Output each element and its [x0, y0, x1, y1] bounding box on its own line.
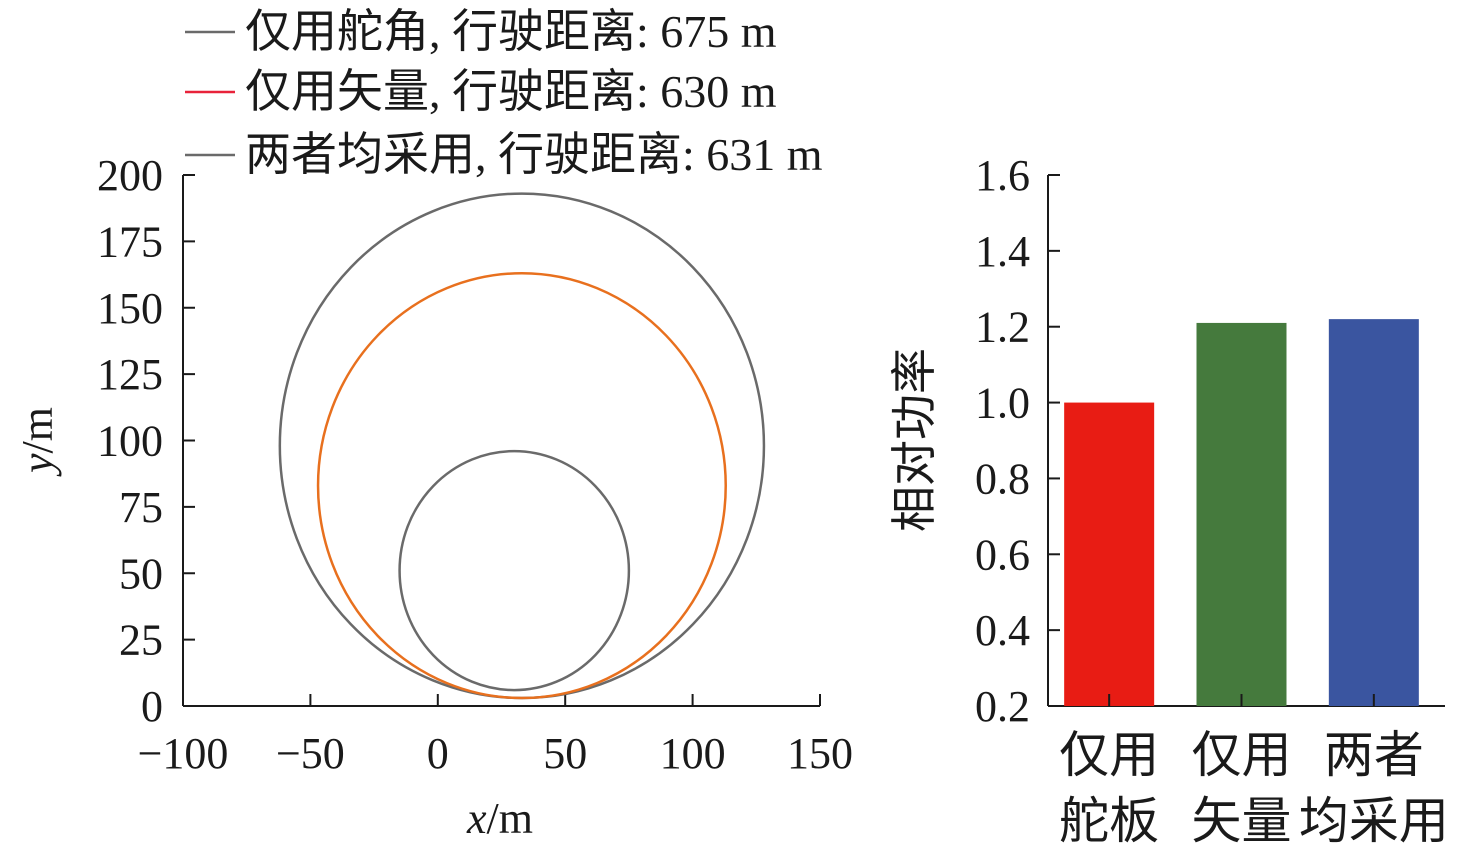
trajectory-y-tick-label: 75 [119, 483, 163, 532]
bar-1 [1064, 402, 1155, 706]
trajectory-y-tick-label: 125 [97, 350, 163, 399]
trajectory-x-ticks: −100 −50 0 50 100 150 [138, 694, 853, 778]
legend: 仅用舵角, 行驶距离: 675 m 仅用矢量, 行驶距离: 630 m 两者均采… [185, 6, 823, 180]
bar-3 [1328, 319, 1419, 706]
trajectory-y-ticks: 0 25 50 75 100 125 150 175 200 [97, 151, 195, 731]
bar-y-ticks: 0.2 0.4 0.6 0.8 1.0 1.2 1.4 1.6 [975, 151, 1060, 731]
trajectory-x-tick-label: 100 [660, 729, 726, 778]
bar-category-label-line2: 均采用 [1299, 793, 1449, 849]
bar-category-label-line2: 矢量 [1192, 793, 1292, 849]
trajectory-y-tick-label: 175 [97, 217, 163, 266]
trajectory-x-tick-label: −50 [276, 729, 345, 778]
x-label-var: x [466, 794, 487, 843]
trajectory-x-label: x/m [466, 794, 533, 843]
bar-y-tick-label: 0.2 [975, 682, 1030, 731]
trajectory-y-label: y/m [13, 407, 62, 477]
legend-label-1: 仅用舵角, 行驶距离: 675 m [245, 6, 777, 57]
trajectory-x-tick-label: 50 [543, 729, 587, 778]
bar-y-tick-label: 0.8 [975, 454, 1030, 503]
bar-2 [1196, 322, 1287, 706]
trajectory-series-2 [316, 271, 727, 700]
bar-category-label-line1: 两者 [1324, 727, 1424, 783]
legend-label-2: 仅用矢量, 行驶距离: 630 m [245, 66, 777, 117]
trajectory-y-tick-label: 200 [97, 151, 163, 200]
trajectory-y-tick-label: 150 [97, 284, 163, 333]
x-label-unit: /m [487, 794, 533, 843]
trajectory-series-3 [398, 449, 631, 692]
trajectory-x-tick-label: 150 [787, 729, 853, 778]
bar-y-tick-label: 0.6 [975, 530, 1030, 579]
trajectory-y-tick-label: 100 [97, 417, 163, 466]
bar-y-tick-label: 1.4 [975, 227, 1030, 276]
y-label-unit: /m [13, 407, 62, 453]
y-label-var: y [13, 453, 62, 477]
bar-category-label-line2: 舵板 [1059, 793, 1159, 849]
legend-label-3: 两者均采用, 行驶距离: 631 m [245, 129, 823, 180]
trajectory-y-tick-label: 25 [119, 616, 163, 665]
bar-category-label-line1: 仅用 [1059, 727, 1159, 783]
bar-y-tick-label: 0.4 [975, 606, 1030, 655]
trajectory-x-tick-label: −100 [138, 729, 229, 778]
trajectory-y-tick-label: 50 [119, 549, 163, 598]
trajectory-series-1 [278, 192, 766, 700]
bar-y-tick-label: 1.2 [975, 303, 1030, 352]
trajectory-series [278, 192, 766, 700]
bar-category-label-line1: 仅用 [1192, 727, 1292, 783]
trajectory-y-tick-label: 0 [141, 682, 163, 731]
bar-bars [1064, 319, 1419, 706]
bar-y-tick-label: 1.6 [975, 151, 1030, 200]
trajectory-x-tick-label: 0 [427, 729, 449, 778]
bar-y-tick-label: 1.0 [975, 379, 1030, 428]
bar-y-label: 相对功率 [889, 348, 940, 532]
